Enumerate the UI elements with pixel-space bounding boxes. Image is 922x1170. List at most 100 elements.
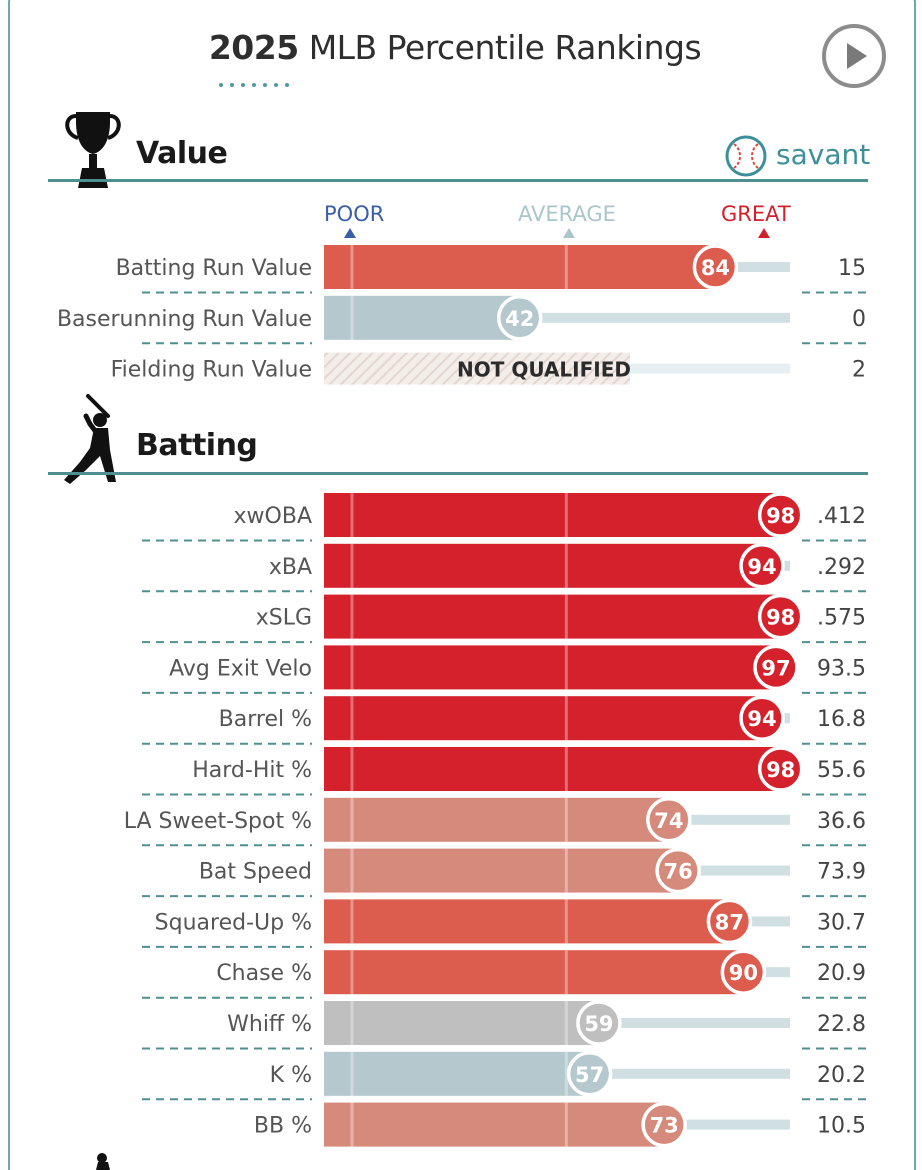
percentile-value-baserunning-run-value: 42 bbox=[505, 307, 534, 331]
percentile-marker-bat-speed bbox=[655, 847, 701, 894]
row-value-barrel: 16.8 bbox=[817, 707, 866, 732]
trophy-icon bbox=[65, 112, 121, 188]
percentile-marker-squared-up bbox=[706, 898, 753, 945]
title-dots bbox=[219, 83, 289, 87]
poor-ref-line bbox=[350, 594, 354, 639]
row-label-barrel: Barrel % bbox=[219, 707, 312, 732]
percentile-bar-xslg bbox=[324, 594, 781, 639]
percentile-bar-la-sweet-spot bbox=[324, 797, 669, 842]
percentile-marker-bb bbox=[641, 1101, 687, 1148]
row-label-chase: Chase % bbox=[216, 961, 312, 986]
not-qualified-label: NOT QUALIFIED bbox=[457, 358, 631, 382]
row-value-fielding-run-value: 2 bbox=[852, 358, 866, 383]
percentile-marker-la-sweet-spot bbox=[646, 797, 692, 843]
percentile-value-batting-run-value: 84 bbox=[701, 256, 730, 280]
scale-arrow-average bbox=[563, 228, 575, 238]
percentile-bar-hard-hit bbox=[324, 747, 781, 791]
percentile-marker-batting-run-value bbox=[692, 244, 739, 290]
percentile-marker-chase bbox=[720, 949, 767, 995]
bar-track bbox=[589, 1068, 790, 1079]
section-title-value: Value bbox=[136, 136, 228, 171]
scale-label-average: AVERAGE bbox=[518, 202, 616, 226]
bar-track bbox=[743, 967, 790, 978]
average-ref-line bbox=[564, 645, 568, 690]
bar-track bbox=[715, 262, 790, 272]
percentile-bar-baserunning-run-value bbox=[324, 295, 520, 340]
percentile-value-chase: 90 bbox=[729, 961, 758, 985]
percentile-value-bb: 73 bbox=[650, 1114, 679, 1138]
row-value-bb: 10.5 bbox=[817, 1114, 866, 1139]
bar-track bbox=[630, 363, 790, 374]
row-value-batting-run-value: 15 bbox=[838, 256, 866, 281]
play-icon bbox=[847, 43, 867, 69]
poor-ref-line bbox=[350, 696, 354, 741]
card-frame bbox=[8, 0, 916, 1170]
average-ref-line bbox=[564, 493, 568, 537]
page-title: 2025 MLB Percentile Rankings bbox=[0, 28, 910, 67]
not-qualified-bar bbox=[324, 352, 630, 385]
poor-ref-line bbox=[350, 1051, 354, 1096]
baseball-icon bbox=[725, 135, 767, 177]
row-label-squared-up: Squared-Up % bbox=[155, 910, 312, 935]
percentile-bar-xwoba bbox=[324, 493, 781, 537]
row-value-bat-speed: 73.9 bbox=[817, 860, 866, 885]
batter-icon bbox=[64, 394, 116, 484]
percentile-marker-baserunning-run-value bbox=[496, 295, 543, 341]
average-ref-line bbox=[564, 594, 568, 639]
row-value-la-sweet-spot: 36.6 bbox=[817, 809, 866, 834]
section-rule-value bbox=[48, 179, 868, 182]
scale-label-poor: POOR bbox=[324, 202, 385, 226]
percentile-value-barrel: 94 bbox=[747, 707, 776, 731]
bar-track bbox=[678, 865, 790, 876]
percentile-marker-xba bbox=[739, 543, 785, 589]
row-label-xwoba: xwOBA bbox=[234, 504, 312, 529]
percentile-value-k: 57 bbox=[575, 1063, 604, 1087]
average-ref-line bbox=[564, 696, 568, 741]
bar-track bbox=[664, 1119, 790, 1130]
percentile-value-bat-speed: 76 bbox=[664, 860, 693, 884]
row-value-xslg: .575 bbox=[817, 606, 866, 631]
poor-ref-line bbox=[350, 848, 354, 893]
percentile-value-avg-exit-velo: 97 bbox=[761, 656, 790, 680]
row-label-xba: xBA bbox=[269, 555, 312, 580]
scale-arrow-great bbox=[758, 228, 770, 238]
percentile-marker-hard-hit bbox=[757, 746, 804, 792]
average-ref-line bbox=[564, 543, 568, 588]
average-ref-line bbox=[564, 899, 568, 944]
percentile-value-squared-up: 87 bbox=[715, 910, 744, 934]
poor-ref-line bbox=[350, 1001, 354, 1045]
average-ref-line bbox=[564, 797, 568, 842]
percentile-bar-squared-up bbox=[324, 899, 730, 944]
row-label-xslg: xSLG bbox=[256, 606, 312, 631]
row-value-whiff: 22.8 bbox=[817, 1012, 866, 1037]
percentile-bar-batting-run-value bbox=[324, 245, 716, 289]
row-label-baserunning-run-value: Baserunning Run Value bbox=[57, 307, 312, 332]
percentile-marker-xwoba bbox=[757, 492, 804, 538]
row-value-hard-hit: 55.6 bbox=[817, 758, 866, 783]
percentile-marker-xslg bbox=[757, 593, 804, 640]
row-label-bat-speed: Bat Speed bbox=[199, 860, 312, 885]
percentile-bar-xba bbox=[324, 543, 763, 588]
percentile-value-la-sweet-spot: 74 bbox=[654, 809, 683, 833]
average-ref-line bbox=[564, 245, 568, 289]
row-label-hard-hit: Hard-Hit % bbox=[192, 758, 312, 783]
row-value-baserunning-run-value: 0 bbox=[852, 307, 866, 332]
savant-logo: savant bbox=[724, 134, 870, 178]
poor-ref-line bbox=[350, 797, 354, 842]
poor-ref-line bbox=[350, 747, 354, 791]
row-label-avg-exit-velo: Avg Exit Velo bbox=[169, 656, 312, 681]
average-ref-line bbox=[564, 747, 568, 791]
title-text: MLB Percentile Rankings bbox=[308, 28, 702, 67]
row-value-xba: .292 bbox=[817, 555, 866, 580]
row-value-squared-up: 30.7 bbox=[817, 910, 866, 935]
row-value-k: 20.2 bbox=[817, 1063, 866, 1088]
average-ref-line bbox=[564, 1001, 568, 1045]
row-label-whiff: Whiff % bbox=[227, 1012, 312, 1037]
percentile-marker-avg-exit-velo bbox=[753, 644, 799, 691]
poor-ref-line bbox=[350, 493, 354, 537]
play-button[interactable] bbox=[822, 24, 886, 88]
poor-ref-line bbox=[350, 899, 354, 944]
row-label-batting-run-value: Batting Run Value bbox=[116, 256, 312, 281]
percentile-value-xwoba: 98 bbox=[766, 504, 795, 528]
